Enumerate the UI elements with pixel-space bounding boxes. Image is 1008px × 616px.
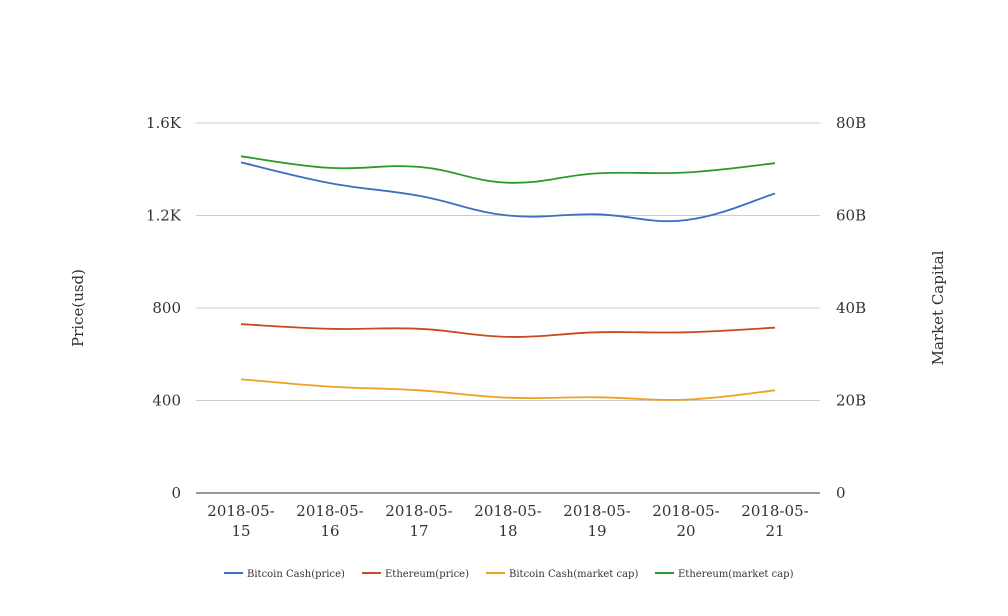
x-tick-label-line: 2018-05-	[563, 502, 630, 520]
right-tick-label: 80B	[836, 114, 866, 132]
right-tick-label: 40B	[836, 299, 866, 317]
right-tick-label: 60B	[836, 207, 866, 225]
left-tick-label: 1.2K	[146, 207, 182, 225]
x-tick-label-line: 16	[320, 522, 339, 540]
x-axis-ticks: 2018-05- 15 2018-05- 16 2018-05- 17 2018-05- 18…	[207, 502, 808, 540]
x-tick-label-line: 20	[676, 522, 695, 540]
left-tick-label: 800	[152, 299, 181, 317]
gridlines	[196, 122, 820, 401]
x-tick-label: 2018-05- 17	[385, 502, 452, 540]
series-line-2	[240, 323, 776, 338]
legend-label: Ethereum(price)	[385, 569, 469, 580]
right-tick-label: 0	[836, 484, 846, 502]
x-tick-label: 2018-05- 19	[563, 502, 630, 540]
x-tick-label-line: 21	[765, 522, 784, 540]
x-tick-label-line: 2018-05-	[385, 502, 452, 520]
x-tick-label-line: 2018-05-	[296, 502, 363, 520]
legend-label: Ethereum(market cap)	[678, 569, 794, 580]
x-tick-label: 2018-05- 21	[741, 502, 808, 540]
right-axis-title: Market Capital	[929, 250, 947, 365]
x-tick-label-line: 17	[409, 522, 428, 540]
x-tick-label-line: 19	[587, 522, 606, 540]
x-tick-label-line: 18	[498, 522, 517, 540]
series-line-3	[240, 378, 776, 401]
legend: Bitcoin Cash(price) Ethereum(price) Bitcoi…	[224, 569, 794, 580]
series-lines	[240, 155, 776, 401]
x-tick-label: 2018-05- 16	[296, 502, 363, 540]
left-axis-ticks: 0 400 800 1.2K 1.6K	[146, 114, 182, 502]
series-line-4	[240, 155, 776, 184]
legend-label: Bitcoin Cash(market cap)	[509, 569, 638, 580]
x-tick-label: 2018-05- 15	[207, 502, 274, 540]
x-tick-label-line: 2018-05-	[474, 502, 541, 520]
left-tick-label: 0	[171, 484, 181, 502]
right-axis-ticks: 0 20B 40B 60B 80B	[836, 114, 866, 502]
x-tick-label-line: 15	[231, 522, 250, 540]
series-line-1	[240, 161, 776, 223]
legend-label: Bitcoin Cash(price)	[247, 569, 345, 580]
x-tick-label: 2018-05- 20	[652, 502, 719, 540]
left-tick-label: 400	[152, 392, 181, 410]
x-tick-label: 2018-05- 18	[474, 502, 541, 540]
x-tick-label-line: 2018-05-	[652, 502, 719, 520]
x-tick-label-line: 2018-05-	[207, 502, 274, 520]
left-axis-title: Price(usd)	[69, 269, 87, 347]
right-tick-label: 20B	[836, 392, 866, 410]
x-tick-label-line: 2018-05-	[741, 502, 808, 520]
left-tick-label: 1.6K	[146, 114, 182, 132]
